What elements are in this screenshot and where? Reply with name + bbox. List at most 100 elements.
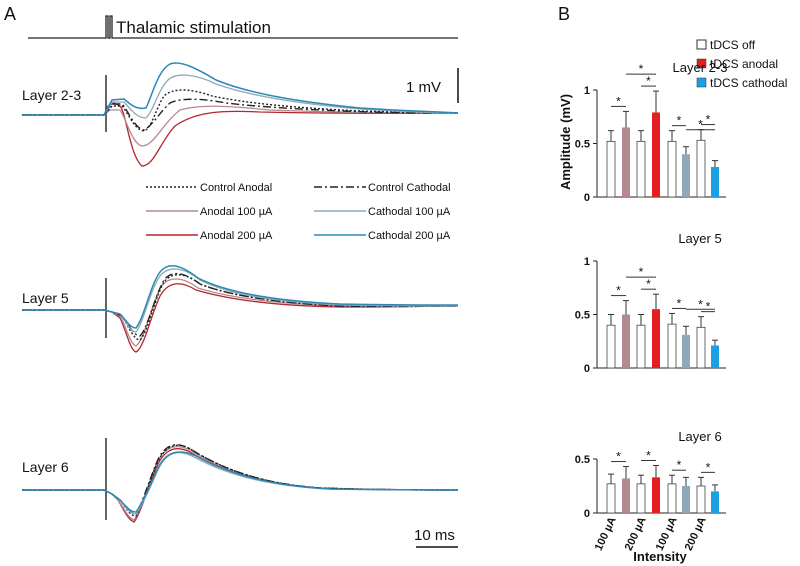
y-tick-label: 0 [584, 192, 590, 204]
significance-marker: * [646, 277, 651, 291]
legend-label-off: tDCS off [710, 38, 756, 52]
significance-marker: * [677, 296, 682, 310]
significance-marker: * [639, 62, 644, 76]
legend-label-cathodal: tDCS cathodal [710, 76, 787, 90]
trace-control-cathodal [22, 444, 459, 515]
bar-cathodal_200 [711, 491, 719, 513]
subplot-title: Layer 6 [678, 429, 721, 444]
trace-control-anodal [22, 89, 459, 132]
bar-off [606, 483, 616, 514]
bar-off [606, 324, 616, 369]
y-tick-label: 1 [584, 256, 590, 268]
legend-label-anodal-100: Anodal 100 µA [200, 206, 273, 218]
legend-label-control-anodal: Control Anodal [200, 182, 272, 194]
layer-label-2-3: Layer 2-3 [22, 87, 81, 103]
bar-off [696, 485, 706, 514]
subplot-title: Layer 2-3 [673, 60, 728, 75]
bar-charts: Layer 2-300.51*** ***Layer 500.51* ** ***La… [575, 60, 728, 553]
bar-off [667, 483, 677, 514]
trace-cathodal-200 [22, 265, 459, 329]
trace-anodal-100 [22, 105, 459, 147]
legend-label-control-cathodal: Control Cathodal [368, 182, 451, 194]
y-tick-label: 0 [584, 508, 590, 520]
bar-legend: tDCS off tDCS anodal tDCS cathodal [696, 38, 787, 90]
significance-marker: * [706, 460, 711, 474]
bar-cathodal_100 [682, 334, 690, 368]
traces-layer-5 [22, 265, 459, 353]
legend-swatch-anodal [696, 58, 707, 69]
legend-swatch-cathodal [696, 77, 707, 88]
bar-chart-1: Layer 2-300.51*** *** [575, 60, 728, 204]
significance-marker: * [639, 265, 644, 279]
significance-marker: * [646, 74, 651, 88]
x-tick-label: 200 µA [623, 515, 649, 552]
bar-cathodal_200 [711, 345, 719, 368]
traces-layer-2-3: 1 mV [22, 62, 459, 167]
trace-control-anodal [22, 444, 459, 517]
bar-anodal_100 [622, 127, 630, 197]
trace-control-cathodal [22, 273, 459, 337]
legend-label-anodal: tDCS anodal [710, 57, 778, 71]
significance-marker: * [698, 118, 703, 132]
bar-off [636, 140, 646, 198]
subplot-title: Layer 5 [678, 231, 721, 246]
bar-off [696, 326, 706, 369]
bar-chart-2: Layer 500.51* ** *** [575, 231, 726, 375]
trace-anodal-200 [22, 102, 459, 167]
layer-label-6: Layer 6 [22, 459, 69, 475]
trace-cathodal-100 [22, 74, 459, 119]
bar-off [667, 140, 677, 198]
bar-off [667, 323, 677, 369]
trace-anodal-200 [22, 448, 459, 523]
significance-marker: * [616, 284, 621, 298]
significance-marker: * [706, 113, 711, 127]
bar-anodal_100 [622, 478, 630, 513]
bar-off [696, 139, 706, 198]
bar-cathodal_200 [711, 167, 719, 197]
significance-marker: * [706, 300, 711, 314]
trace-cathodal-200 [22, 62, 459, 116]
bar-anodal_200 [652, 309, 660, 368]
y-tick-label: 1 [584, 85, 590, 97]
panel-a-label: A [4, 4, 16, 24]
amplitude-scale-label: 1 mV [406, 79, 441, 96]
significance-marker: * [677, 458, 682, 472]
legend-label-anodal-200: Anodal 200 µA [200, 230, 273, 242]
legend-swatch-off [696, 39, 707, 50]
y-axis-label: Amplitude (mV) [558, 94, 573, 190]
x-tick-label: 100 µA [654, 515, 680, 552]
trace-anodal-100 [22, 278, 459, 347]
y-tick-label: 0.5 [575, 139, 590, 151]
x-tick-label: 200 µA [683, 515, 709, 552]
trace-cathodal-100 [22, 452, 459, 515]
x-axis-label: Intensity [633, 549, 687, 564]
significance-marker: * [677, 114, 682, 128]
bar-cathodal_100 [682, 486, 690, 513]
time-scale-label: 10 ms [414, 527, 455, 544]
layer-label-5: Layer 5 [22, 290, 69, 306]
significance-marker: * [616, 94, 621, 108]
trace-cathodal-200 [22, 451, 459, 513]
significance-marker: * [698, 297, 703, 311]
x-tick-label: 100 µA [593, 515, 619, 552]
trace-anodal-100 [22, 446, 459, 521]
legend-label-cathodal-200: Cathodal 200 µA [368, 230, 451, 242]
significance-marker: * [616, 450, 621, 464]
stimulus-trace [28, 15, 458, 39]
trace-legend: Control Anodal Control Cathodal Anodal 1… [146, 182, 451, 242]
traces-layer-6: 10 ms [22, 438, 459, 548]
bar-cathodal_100 [682, 154, 690, 197]
bar-off [606, 140, 616, 198]
trace-control-cathodal [22, 98, 459, 131]
bar-anodal_200 [652, 112, 660, 197]
y-tick-label: 0 [584, 363, 590, 375]
bar-chart-3: Layer 600.5 * ** *100 µA 200 µA 100 µA 200 µA [575, 429, 726, 553]
bar-off [636, 324, 646, 369]
bar-anodal_200 [652, 477, 660, 513]
bar-anodal_100 [622, 314, 630, 368]
bar-off [636, 483, 646, 514]
stimulus-label: Thalamic stimulation [116, 18, 271, 37]
y-tick-label: 0.5 [575, 454, 590, 466]
panel-b-label: B [558, 4, 570, 24]
